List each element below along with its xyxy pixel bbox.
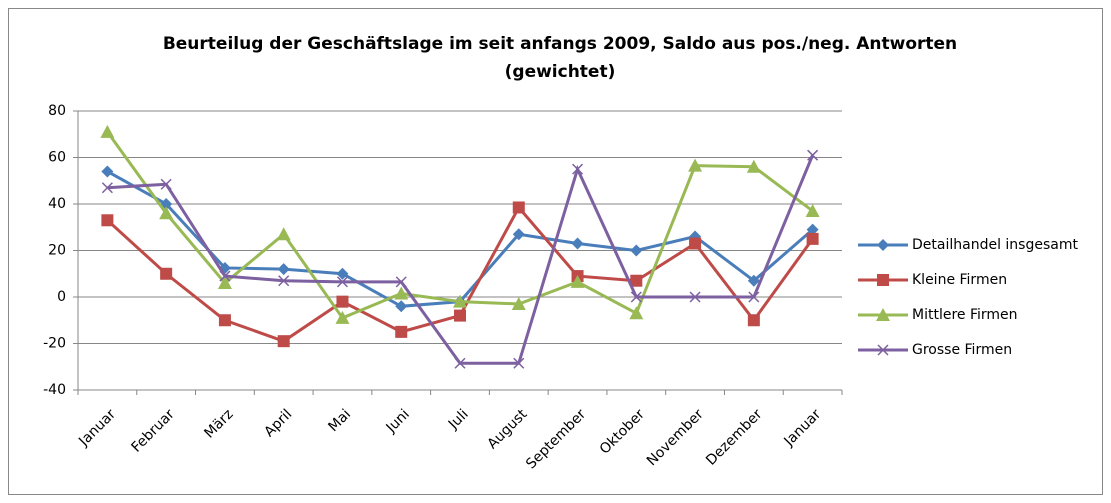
y-tick-label: -20 xyxy=(43,336,66,352)
marker xyxy=(160,267,173,280)
marker xyxy=(688,158,703,172)
y-tick-label: 80 xyxy=(48,103,66,119)
marker xyxy=(630,244,643,257)
marker xyxy=(511,296,526,310)
y-tick-label: 20 xyxy=(48,243,66,259)
marker xyxy=(806,223,819,236)
marker xyxy=(747,274,760,287)
marker xyxy=(159,206,174,220)
chart-title: (gewichtet) xyxy=(505,62,616,82)
legend-item: Detailhandel insgesamt xyxy=(858,237,1078,253)
marker xyxy=(571,237,584,250)
marker xyxy=(805,203,820,217)
marker xyxy=(748,291,760,303)
legend-marker xyxy=(877,239,889,251)
legend-label: Detailhandel insgesamt xyxy=(912,237,1078,253)
marker xyxy=(570,274,585,288)
y-tick-label: 40 xyxy=(48,196,66,212)
marker xyxy=(512,201,525,214)
marker xyxy=(278,275,290,287)
marker xyxy=(512,228,525,241)
marker xyxy=(101,182,113,194)
marker xyxy=(689,291,701,303)
marker xyxy=(807,149,819,161)
legend-item: Grosse Firmen xyxy=(858,342,1012,358)
marker xyxy=(395,276,407,288)
marker xyxy=(100,124,115,138)
marker xyxy=(217,276,232,290)
marker xyxy=(160,178,172,190)
marker xyxy=(336,295,349,308)
legend-label: Grosse Firmen xyxy=(912,342,1012,358)
marker xyxy=(689,237,702,250)
marker xyxy=(747,314,760,327)
marker xyxy=(335,310,350,324)
marker xyxy=(572,163,584,175)
marker xyxy=(395,325,408,338)
marker xyxy=(746,159,761,173)
y-tick-label: -40 xyxy=(43,382,66,398)
marker xyxy=(394,286,409,300)
legend-item: Kleine Firmen xyxy=(858,272,1007,288)
marker xyxy=(277,335,290,348)
chart-title: Beurteilug der Geschäftslage im seit anf… xyxy=(163,34,957,54)
marker xyxy=(453,294,467,308)
legend-label: Kleine Firmen xyxy=(912,272,1007,288)
y-tick-label: 0 xyxy=(57,289,66,305)
marker xyxy=(101,165,114,178)
y-tick-label: 60 xyxy=(48,150,66,166)
marker xyxy=(218,314,231,327)
marker xyxy=(276,227,291,241)
legend-marker xyxy=(877,274,889,286)
marker xyxy=(395,300,408,313)
legend-marker xyxy=(876,308,890,321)
marker xyxy=(336,276,348,288)
marker xyxy=(336,267,349,280)
marker xyxy=(454,357,466,369)
legend-item: Mittlere Firmen xyxy=(858,307,1018,323)
marker xyxy=(101,214,114,227)
marker xyxy=(277,263,290,276)
marker xyxy=(219,270,231,282)
marker xyxy=(629,306,644,320)
legend-marker xyxy=(877,344,889,356)
marker xyxy=(630,291,642,303)
marker xyxy=(513,357,525,369)
marker xyxy=(806,232,819,245)
legend-label: Mittlere Firmen xyxy=(912,307,1018,323)
marker xyxy=(454,309,466,322)
marker xyxy=(630,274,643,287)
